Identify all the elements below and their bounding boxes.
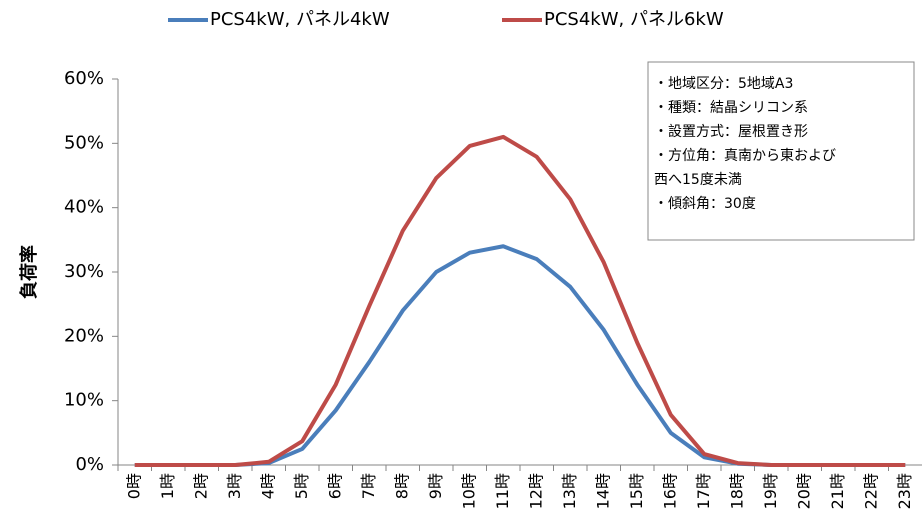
- annotation-line: ・種類：結晶シリコン系: [654, 100, 808, 116]
- y-tick-label: 20%: [64, 325, 104, 346]
- x-tick-label: 2時: [191, 473, 210, 499]
- annotation-line: ・方位角：真南から東および: [654, 148, 836, 164]
- x-tick-label: 16時: [660, 473, 679, 509]
- x-tick-label: 10時: [459, 473, 478, 509]
- annotation-line: ・地域区分：5地域A3: [654, 76, 793, 92]
- x-tick-label: 23時: [895, 473, 914, 509]
- y-tick-label: 0%: [75, 454, 104, 475]
- x-tick-label: 14時: [593, 473, 612, 509]
- series-line: [134, 134, 906, 467]
- x-tick-label: 22時: [861, 473, 880, 509]
- y-tick-label: 30%: [64, 261, 104, 282]
- annotation-line: ・傾斜角：30度: [654, 196, 756, 212]
- x-tick-label: 5時: [292, 473, 311, 499]
- x-tick-label: 18時: [727, 473, 746, 509]
- x-tick-label: 11時: [493, 473, 512, 509]
- annotation-line: ・設置方式：屋根置き形: [654, 124, 808, 140]
- annotation: ・地域区分：5地域A3 ・種類：結晶シリコン系・設置方式：屋根置き形・方位角：真南…: [654, 76, 836, 212]
- x-tick-label: 15時: [627, 473, 646, 509]
- x-tick-label: 12時: [526, 473, 545, 509]
- y-tick-label: 60%: [64, 68, 104, 89]
- x-tick-label: 21時: [828, 473, 847, 509]
- x-tick-label: 3時: [225, 473, 244, 499]
- x-tick-label: 4時: [258, 473, 277, 499]
- x-tick-label: 13時: [560, 473, 579, 509]
- series-line: [134, 244, 906, 467]
- x-tick-label: 0時: [124, 473, 143, 499]
- annotation-box: [647, 61, 915, 241]
- y-tick-label: 10%: [64, 390, 104, 411]
- x-tick-label: 17時: [694, 473, 713, 509]
- x-tick-label: 6時: [325, 473, 344, 499]
- legend-label: PCS4kW, パネル4kW: [210, 9, 390, 30]
- y-axis-label: 負荷率: [18, 245, 40, 299]
- x-tick-label: 20時: [794, 473, 813, 509]
- y-tick-label: 40%: [64, 197, 104, 218]
- x-tick-label: 1時: [158, 473, 177, 499]
- legend-label: PCS4kW, パネル6kW: [544, 9, 724, 30]
- x-tick-label: 8時: [392, 473, 411, 499]
- annotation-line: 西へ15度未満: [654, 172, 742, 188]
- x-tick-label: 9時: [426, 473, 445, 499]
- x-tick-label: 7時: [359, 473, 378, 499]
- y-tick-label: 50%: [64, 132, 104, 153]
- x-tick-label: 19時: [761, 473, 780, 509]
